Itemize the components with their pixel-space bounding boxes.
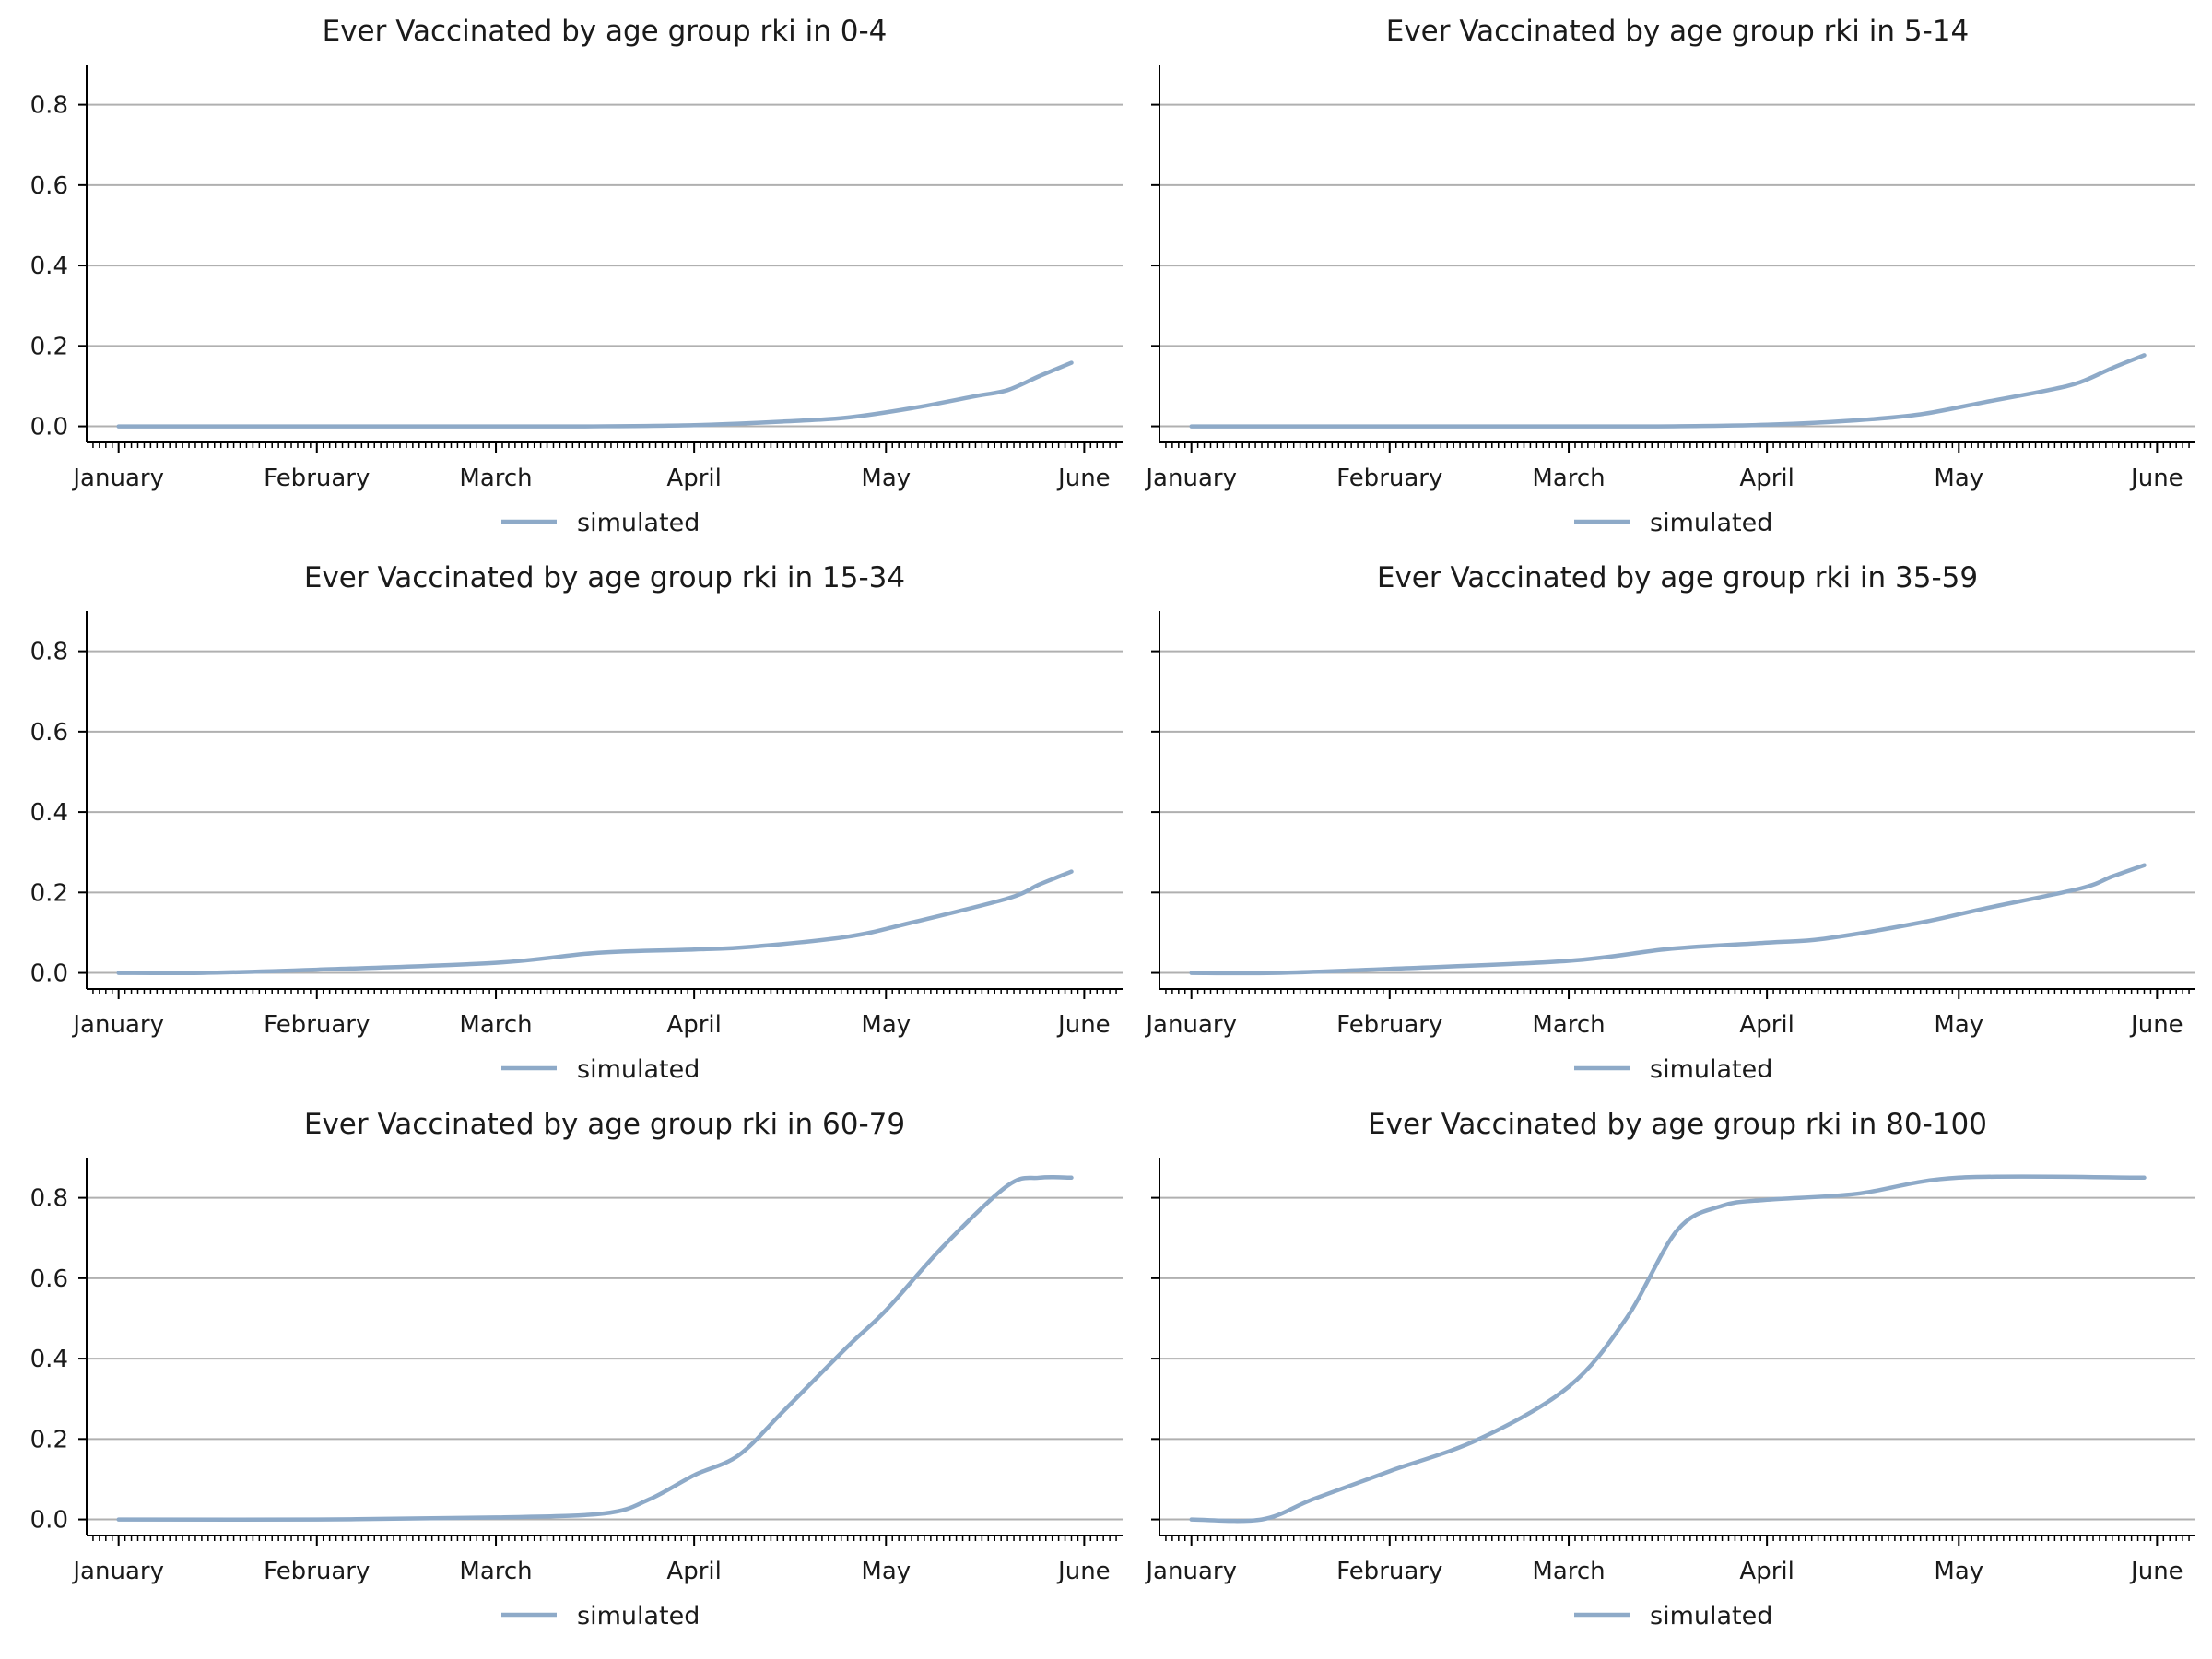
series-line-simulated [1189,353,2147,429]
x-tick-label: January [1144,1558,1237,1585]
x-tick-label: February [1336,1011,1442,1039]
x-tick-label: April [1739,1558,1794,1585]
y-tick-label: 0.0 [30,1507,68,1535]
series-line-simulated [1189,863,2147,976]
x-tick-label: February [264,1011,370,1039]
y-tick-label: 0.6 [30,719,68,747]
x-tick-label: June [1056,465,1111,492]
x-tick-label: March [459,465,532,492]
x-tick-label: May [861,465,911,492]
chart-panel: Ever Vaccinated by age group rki in 15-3… [30,561,1123,1084]
series-line-simulated [1189,1174,2147,1524]
x-tick-label: June [1056,1011,1111,1039]
y-tick-label: 0.4 [30,253,68,280]
x-tick-label: April [1739,1011,1794,1039]
chart-title: Ever Vaccinated by age group rki in 35-5… [1377,561,1978,594]
y-tick-label: 0.2 [30,879,68,907]
chart-title: Ever Vaccinated by age group rki in 60-7… [304,1108,905,1141]
x-tick-label: March [1532,465,1605,492]
x-tick-label: January [1144,1011,1237,1039]
x-tick-label: June [2129,465,2183,492]
chart-panel: Ever Vaccinated by age group rki in 35-5… [1144,561,2195,1084]
x-tick-label: February [1336,465,1442,492]
x-tick-label: April [666,1011,721,1039]
x-tick-label: April [666,1558,721,1585]
y-tick-label: 0.8 [30,1185,68,1213]
x-tick-label: February [264,465,370,492]
x-tick-label: January [71,1011,164,1039]
chart-title: Ever Vaccinated by age group rki in 5-14 [1386,15,1970,48]
x-tick-label: January [71,465,164,492]
x-tick-label: March [459,1011,532,1039]
chart-title: Ever Vaccinated by age group rki in 0-4 [323,15,888,48]
y-tick-label: 0.0 [30,960,68,988]
series-line-simulated [116,869,1074,976]
y-tick-label: 0.4 [30,1346,68,1373]
legend-label: simulated [577,1602,700,1630]
chart-panel: Ever Vaccinated by age group rki in 0-4 0… [30,15,1123,537]
chart-title: Ever Vaccinated by age group rki in 15-3… [304,561,905,594]
legend-label: simulated [1650,509,1772,537]
legend-label: simulated [1650,1602,1772,1630]
x-tick-label: February [264,1558,370,1585]
x-tick-label: March [459,1558,532,1585]
y-tick-label: 0.8 [30,639,68,666]
x-tick-label: June [1056,1558,1111,1585]
series-line-simulated [116,1174,1074,1522]
y-tick-label: 0.8 [30,92,68,120]
chart-panel: Ever Vaccinated by age group rki in 5-14… [1144,15,2195,537]
chart-panel: Ever Vaccinated by age group rki in 60-7… [30,1108,1123,1630]
x-tick-label: April [666,465,721,492]
x-tick-label: May [1934,1558,1983,1585]
x-tick-label: March [1532,1011,1605,1039]
x-tick-label: June [2129,1558,2183,1585]
x-tick-label: January [71,1558,164,1585]
x-tick-label: April [1739,465,1794,492]
legend-label: simulated [577,1055,700,1084]
legend-label: simulated [577,509,700,537]
y-tick-label: 0.0 [30,414,68,441]
x-tick-label: May [861,1011,911,1039]
y-tick-label: 0.4 [30,799,68,827]
y-tick-label: 0.6 [30,172,68,200]
x-tick-label: May [1934,465,1983,492]
x-tick-label: March [1532,1558,1605,1585]
y-tick-label: 0.6 [30,1265,68,1293]
legend-label: simulated [1650,1055,1772,1084]
x-tick-label: May [1934,1011,1983,1039]
series-line-simulated [116,360,1074,429]
x-tick-label: June [2129,1011,2183,1039]
chart-title: Ever Vaccinated by age group rki in 80-1… [1368,1108,1987,1141]
x-tick-label: February [1336,1558,1442,1585]
chart-panel: Ever Vaccinated by age group rki in 80-1… [1144,1108,2195,1630]
x-tick-label: May [861,1558,911,1585]
y-tick-label: 0.2 [30,1426,68,1453]
y-tick-label: 0.2 [30,333,68,360]
x-tick-label: January [1144,465,1237,492]
